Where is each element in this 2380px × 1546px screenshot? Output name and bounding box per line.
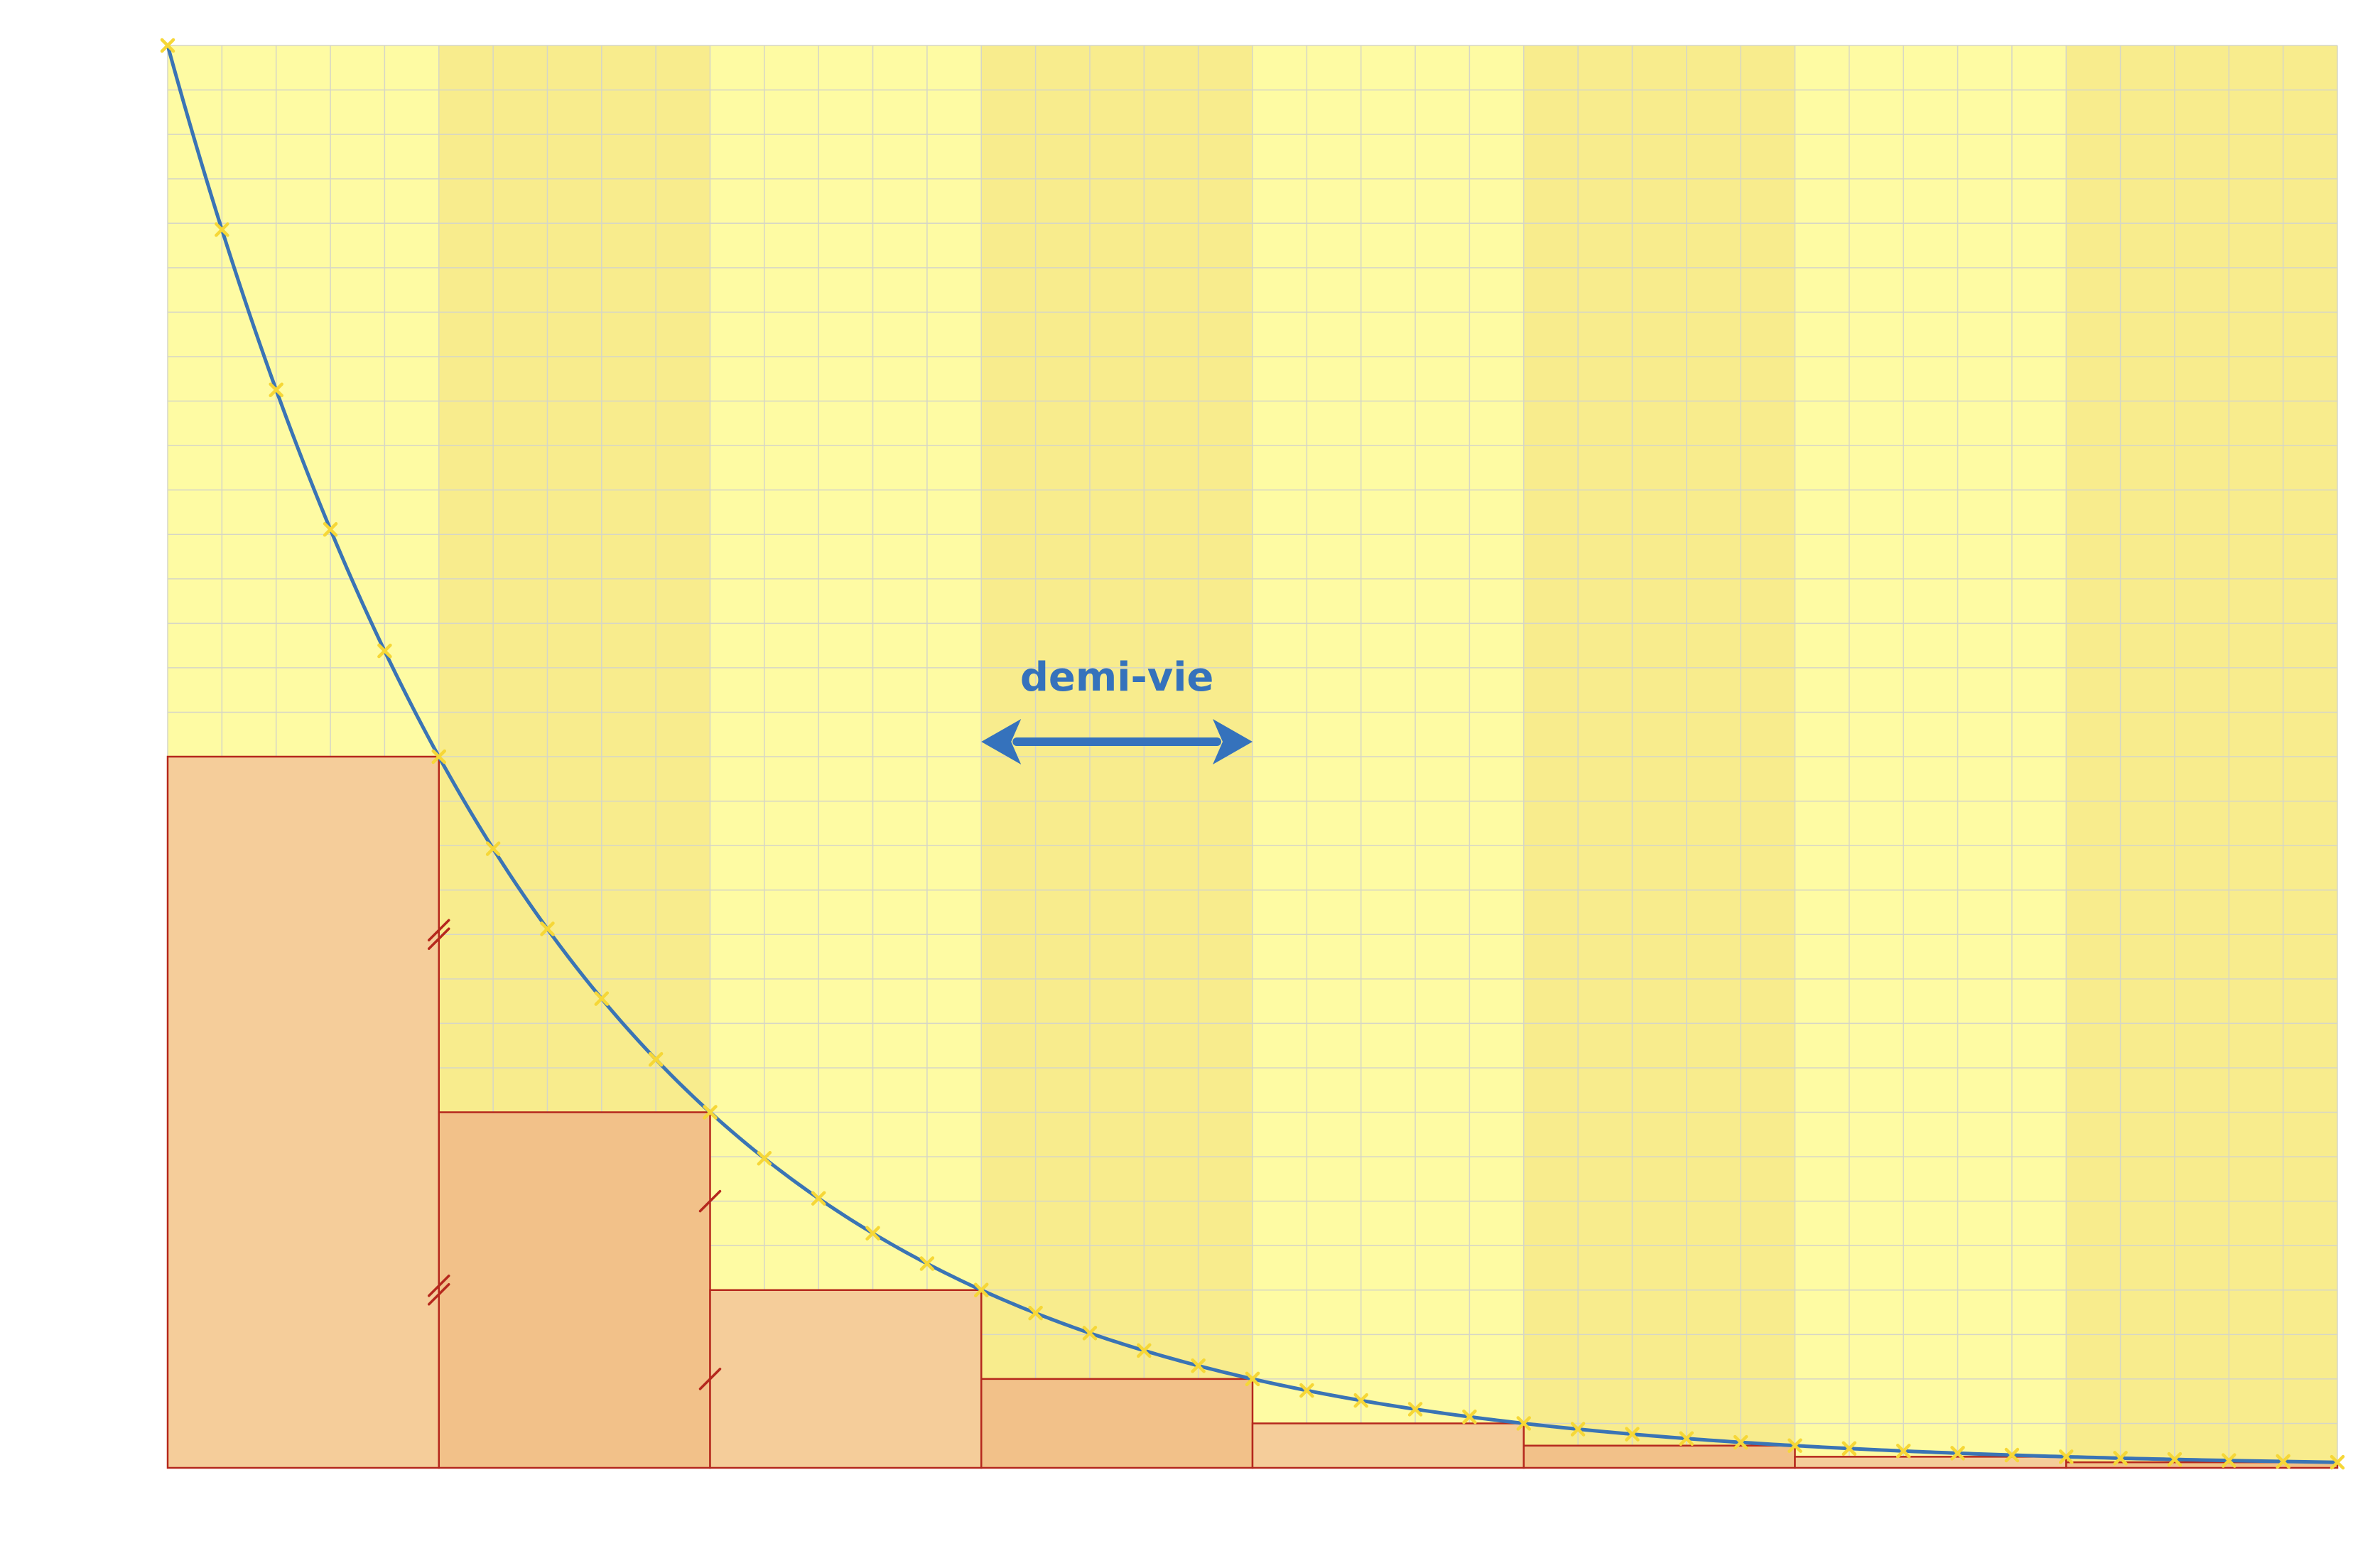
remaining-bar-3 [710,1290,982,1468]
remaining-bar-1 [168,757,439,1468]
remaining-bar-7 [1795,1456,2067,1468]
remaining-bar-4 [981,1379,1253,1468]
remaining-bar-2 [439,1113,710,1469]
remaining-bar-5 [1253,1423,1524,1468]
half-life-label: demi-vie [1020,654,1214,701]
remaining-bar-6 [1524,1446,1795,1468]
